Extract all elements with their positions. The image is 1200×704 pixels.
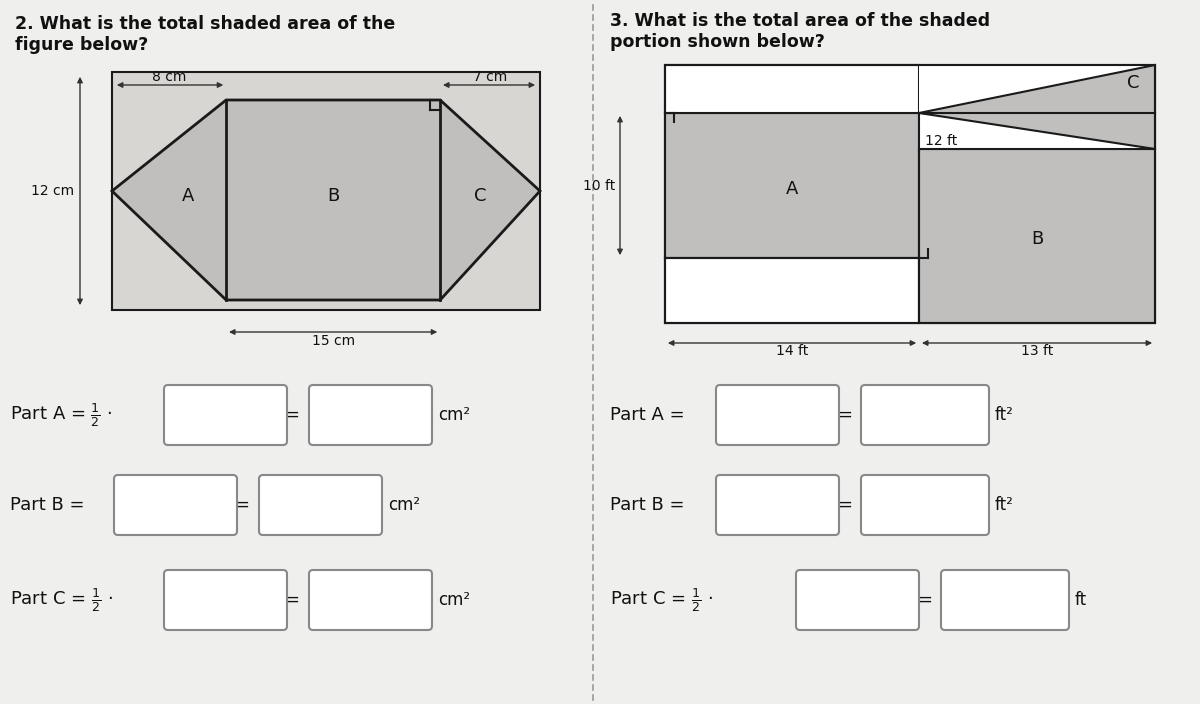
Polygon shape — [665, 65, 1154, 323]
FancyBboxPatch shape — [114, 475, 238, 535]
Polygon shape — [112, 100, 540, 300]
Text: =: = — [838, 406, 852, 424]
FancyBboxPatch shape — [259, 475, 382, 535]
Text: 10 ft: 10 ft — [583, 179, 616, 192]
Text: 12 cm: 12 cm — [31, 184, 74, 198]
FancyBboxPatch shape — [862, 385, 989, 445]
Text: Part A = $\frac{1}{2}$ $\cdot$: Part A = $\frac{1}{2}$ $\cdot$ — [10, 401, 113, 429]
Text: portion shown below?: portion shown below? — [610, 33, 824, 51]
Text: Part B =: Part B = — [10, 496, 84, 514]
Text: =: = — [284, 591, 300, 609]
Text: 8 cm: 8 cm — [152, 70, 186, 84]
Text: B: B — [1031, 230, 1043, 248]
Text: Part C = $\frac{1}{2}$ $\cdot$: Part C = $\frac{1}{2}$ $\cdot$ — [610, 586, 713, 614]
Text: figure below?: figure below? — [14, 36, 149, 54]
Polygon shape — [665, 113, 919, 258]
FancyBboxPatch shape — [164, 570, 287, 630]
Text: =: = — [918, 591, 932, 609]
Text: cm²: cm² — [438, 406, 470, 424]
Text: A: A — [182, 187, 194, 205]
Text: 12 ft: 12 ft — [925, 134, 958, 148]
Text: cm²: cm² — [438, 591, 470, 609]
Text: A: A — [786, 180, 798, 198]
Text: =: = — [284, 406, 300, 424]
FancyBboxPatch shape — [716, 385, 839, 445]
Text: 7 cm: 7 cm — [473, 70, 508, 84]
FancyBboxPatch shape — [941, 570, 1069, 630]
Text: C: C — [1127, 74, 1139, 92]
Polygon shape — [919, 65, 1154, 149]
Text: =: = — [234, 496, 250, 514]
Text: 2. What is the total shaded area of the: 2. What is the total shaded area of the — [14, 15, 395, 33]
Polygon shape — [919, 65, 1154, 149]
Text: ft²: ft² — [995, 406, 1014, 424]
Polygon shape — [112, 72, 540, 310]
FancyBboxPatch shape — [310, 385, 432, 445]
FancyBboxPatch shape — [796, 570, 919, 630]
Text: cm²: cm² — [388, 496, 420, 514]
Text: 15 cm: 15 cm — [312, 334, 355, 348]
Polygon shape — [665, 65, 919, 113]
Text: C: C — [474, 187, 486, 205]
FancyBboxPatch shape — [716, 475, 839, 535]
Text: ft²: ft² — [995, 496, 1014, 514]
Text: B: B — [328, 187, 340, 205]
Text: Part A =: Part A = — [610, 406, 685, 424]
Text: ft: ft — [1075, 591, 1087, 609]
Text: Part C = $\frac{1}{2}$ $\cdot$: Part C = $\frac{1}{2}$ $\cdot$ — [10, 586, 113, 614]
Polygon shape — [919, 149, 1154, 323]
FancyBboxPatch shape — [310, 570, 432, 630]
Text: 13 ft: 13 ft — [1021, 344, 1054, 358]
Text: Part B =: Part B = — [610, 496, 684, 514]
FancyBboxPatch shape — [164, 385, 287, 445]
FancyBboxPatch shape — [862, 475, 989, 535]
Text: 3. What is the total area of the shaded: 3. What is the total area of the shaded — [610, 12, 990, 30]
Text: 14 ft: 14 ft — [776, 344, 808, 358]
Text: =: = — [838, 496, 852, 514]
Polygon shape — [665, 258, 919, 323]
